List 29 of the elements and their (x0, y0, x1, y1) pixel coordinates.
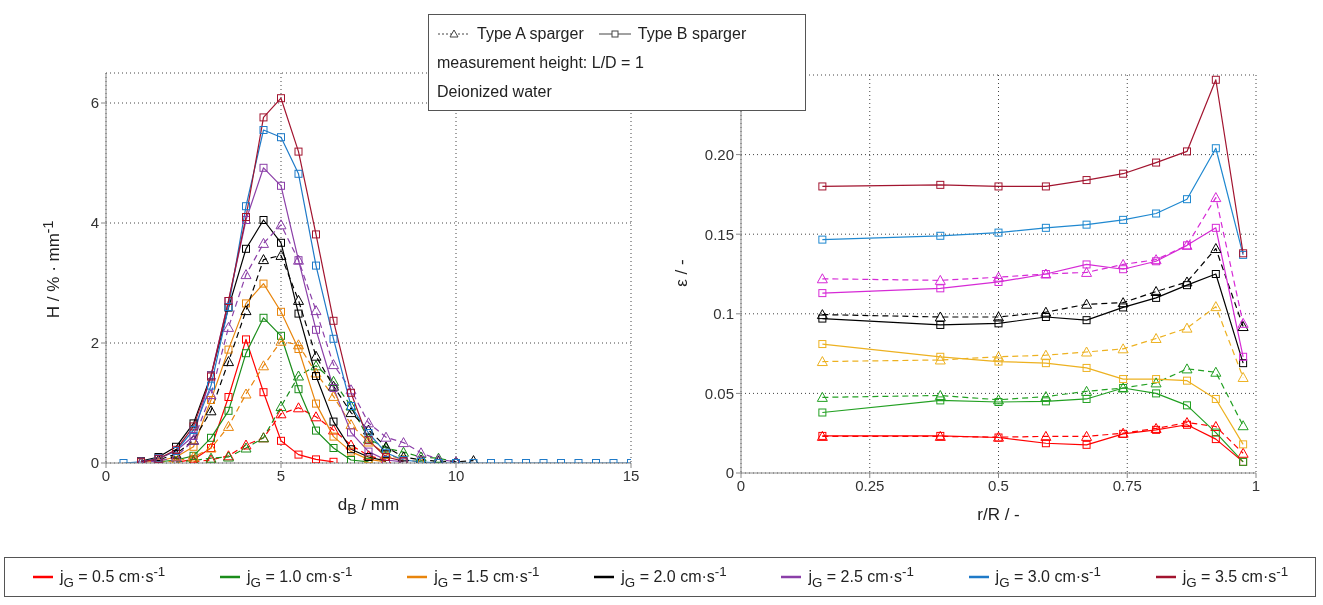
x-axis-title: d$_{B}$ / mm (336, 495, 401, 518)
y-tick-label: 0 (90, 454, 99, 472)
y-axis-title: ε / - (672, 258, 692, 289)
key-panel: Type A sparger Type B sparger measurement height: L/D = 1 Deionized water (428, 14, 806, 111)
x-tick-label: 15 (622, 466, 640, 484)
x-tick-label: 1 (1251, 476, 1261, 494)
y-tick-label: 0.1 (713, 305, 734, 323)
y-tick-label: 4 (90, 214, 99, 232)
annotation: Deionized water (437, 82, 553, 102)
x-tick-label: 0.25 (855, 476, 885, 494)
legend-label: j$_{G}$ = 3.0 cm·s$^{-1}$ (995, 564, 1101, 590)
legend-label: j$_{G}$ = 2.0 cm·s$^{-1}$ (621, 564, 727, 590)
y-tick-label: 0.05 (704, 384, 734, 402)
legend-label: j$_{G}$ = 3.5 cm·s$^{-1}$ (1182, 564, 1289, 590)
y-tick-label: 0.15 (704, 225, 734, 243)
x-tick-label: 0.5 (988, 476, 1009, 494)
x-tick-label: 0 (101, 466, 111, 484)
x-tick-label: 5 (276, 466, 286, 484)
y-tick-label: 6 (90, 94, 99, 112)
legend-label: j$_{G}$ = 1.0 cm·s$^{-1}$ (247, 564, 353, 590)
x-axis-title: r/R / - (976, 505, 1021, 525)
y-tick-label: 0.20 (704, 145, 734, 163)
legend-label: j$_{G}$ = 2.5 cm·s$^{-1}$ (808, 564, 914, 590)
x-tick-label: 0 (736, 476, 746, 494)
x-tick-label: 0.75 (1112, 476, 1142, 494)
y-tick-label: 2 (90, 334, 99, 352)
legend-label: j$_{G}$ = 1.5 cm·s$^{-1}$ (434, 564, 540, 590)
x-tick-label: 10 (447, 466, 465, 484)
legend-label: j$_{G}$ = 0.5 cm·s$^{-1}$ (59, 564, 166, 590)
